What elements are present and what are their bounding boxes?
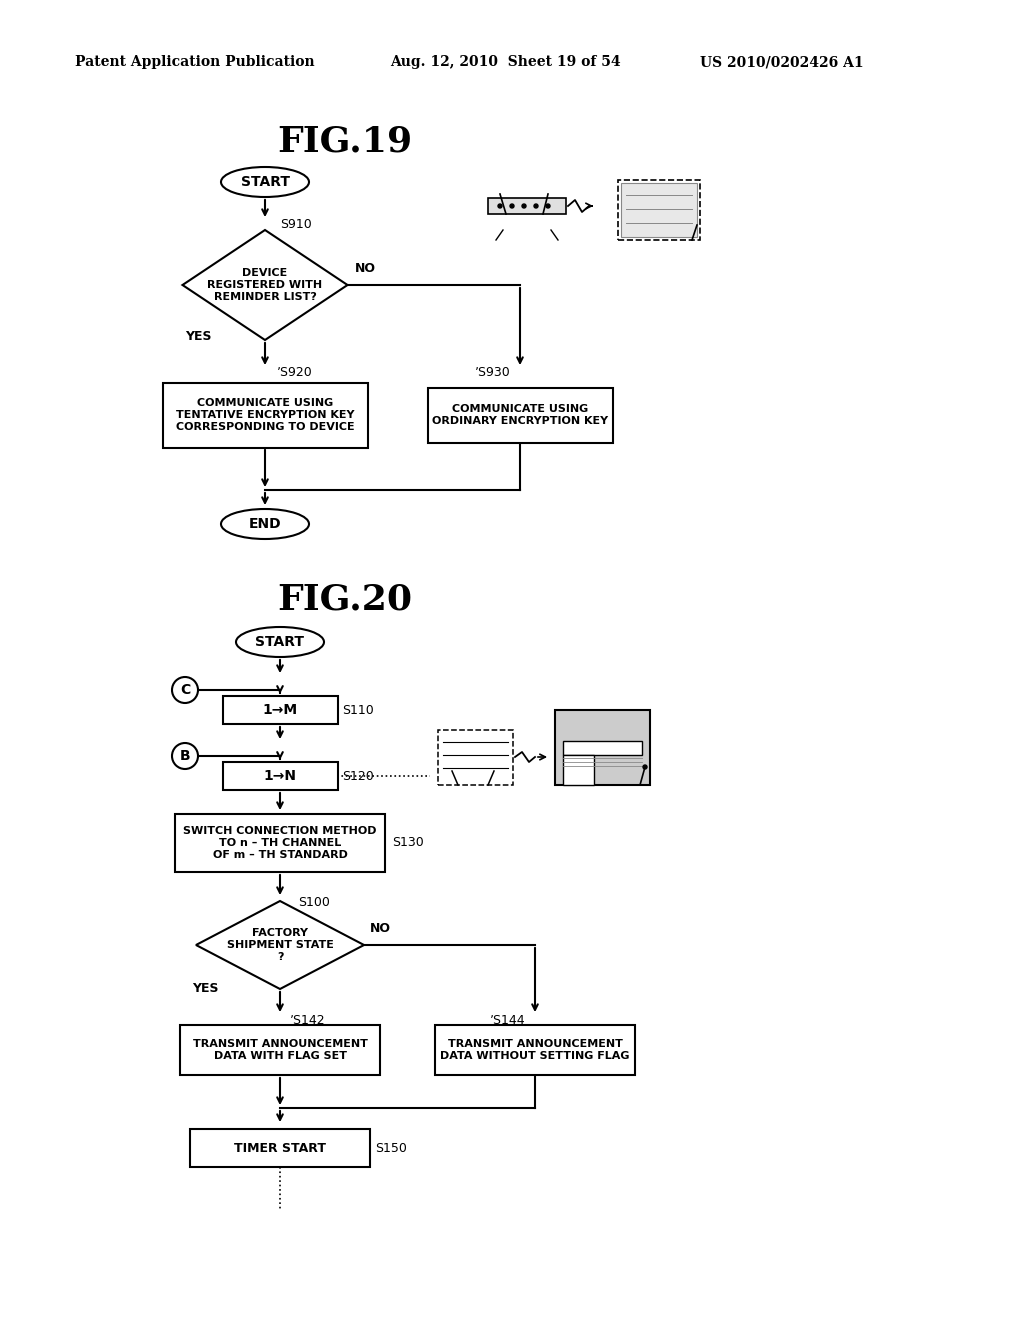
Bar [427,388,612,442]
Text: SWITCH CONNECTION METHOD
TO n – TH CHANNEL
OF m – TH STANDARD: SWITCH CONNECTION METHOD TO n – TH CHANN… [183,826,377,859]
Text: FIG.19: FIG.19 [278,125,413,158]
Text: S910: S910 [280,218,311,231]
Text: Aug. 12, 2010  Sheet 19 of 54: Aug. 12, 2010 Sheet 19 of 54 [390,55,621,69]
Bar [175,814,385,873]
Bar [222,696,338,723]
Text: 1→M: 1→M [262,704,298,717]
Bar [563,741,642,755]
Bar [488,198,566,214]
Text: ʼS142: ʼS142 [290,1014,326,1027]
Ellipse shape [221,168,309,197]
Text: YES: YES [193,982,218,994]
Bar [555,710,650,785]
Text: DEVICE
REGISTERED WITH
REMINDER LIST?: DEVICE REGISTERED WITH REMINDER LIST? [208,268,323,301]
Text: B: B [179,748,190,763]
Circle shape [534,205,538,209]
Circle shape [510,205,514,209]
Circle shape [546,205,550,209]
Text: FIG.20: FIG.20 [278,583,413,616]
Bar [563,755,594,785]
Bar [438,730,513,785]
Ellipse shape [236,627,324,657]
Text: 1→N: 1→N [263,770,297,783]
Text: COMMUNICATE USING
TENTATIVE ENCRYPTION KEY
CORRESPONDING TO DEVICE: COMMUNICATE USING TENTATIVE ENCRYPTION K… [176,399,354,432]
Text: TRANSMIT ANNOUNCEMENT
DATA WITH FLAG SET: TRANSMIT ANNOUNCEMENT DATA WITH FLAG SET [193,1039,368,1061]
Bar [618,180,700,240]
Text: FACTORY
SHIPMENT STATE
?: FACTORY SHIPMENT STATE ? [226,928,334,961]
Text: C: C [180,682,190,697]
Ellipse shape [221,510,309,539]
Text: TRANSMIT ANNOUNCEMENT
DATA WITHOUT SETTING FLAG: TRANSMIT ANNOUNCEMENT DATA WITHOUT SETTI… [440,1039,630,1061]
Text: S120: S120 [342,770,374,783]
Circle shape [498,205,502,209]
Text: Patent Application Publication: Patent Application Publication [75,55,314,69]
Text: S150: S150 [375,1142,407,1155]
Circle shape [172,743,198,770]
Text: US 2010/0202426 A1: US 2010/0202426 A1 [700,55,863,69]
Text: ʼS930: ʼS930 [475,366,511,379]
Text: S110: S110 [342,704,374,717]
Text: S130: S130 [392,837,424,850]
Text: NO: NO [355,261,376,275]
Bar [180,1026,380,1074]
Circle shape [643,766,647,770]
Circle shape [172,677,198,704]
Text: TIMER START: TIMER START [234,1142,326,1155]
Text: START: START [256,635,304,649]
Text: S100: S100 [298,895,330,908]
Bar [435,1026,635,1074]
Bar [190,1129,370,1167]
Text: COMMUNICATE USING
ORDINARY ENCRYPTION KEY: COMMUNICATE USING ORDINARY ENCRYPTION KE… [432,404,608,426]
Polygon shape [182,230,347,341]
Text: ʼS144: ʼS144 [490,1014,525,1027]
Bar [163,383,368,447]
Circle shape [522,205,526,209]
Text: ʼS920: ʼS920 [278,366,312,379]
Text: START: START [241,176,290,189]
Bar [621,183,697,238]
Polygon shape [196,902,364,989]
Bar [222,762,338,789]
Text: NO: NO [370,921,391,935]
Text: YES: YES [185,330,212,343]
Text: END: END [249,517,282,531]
